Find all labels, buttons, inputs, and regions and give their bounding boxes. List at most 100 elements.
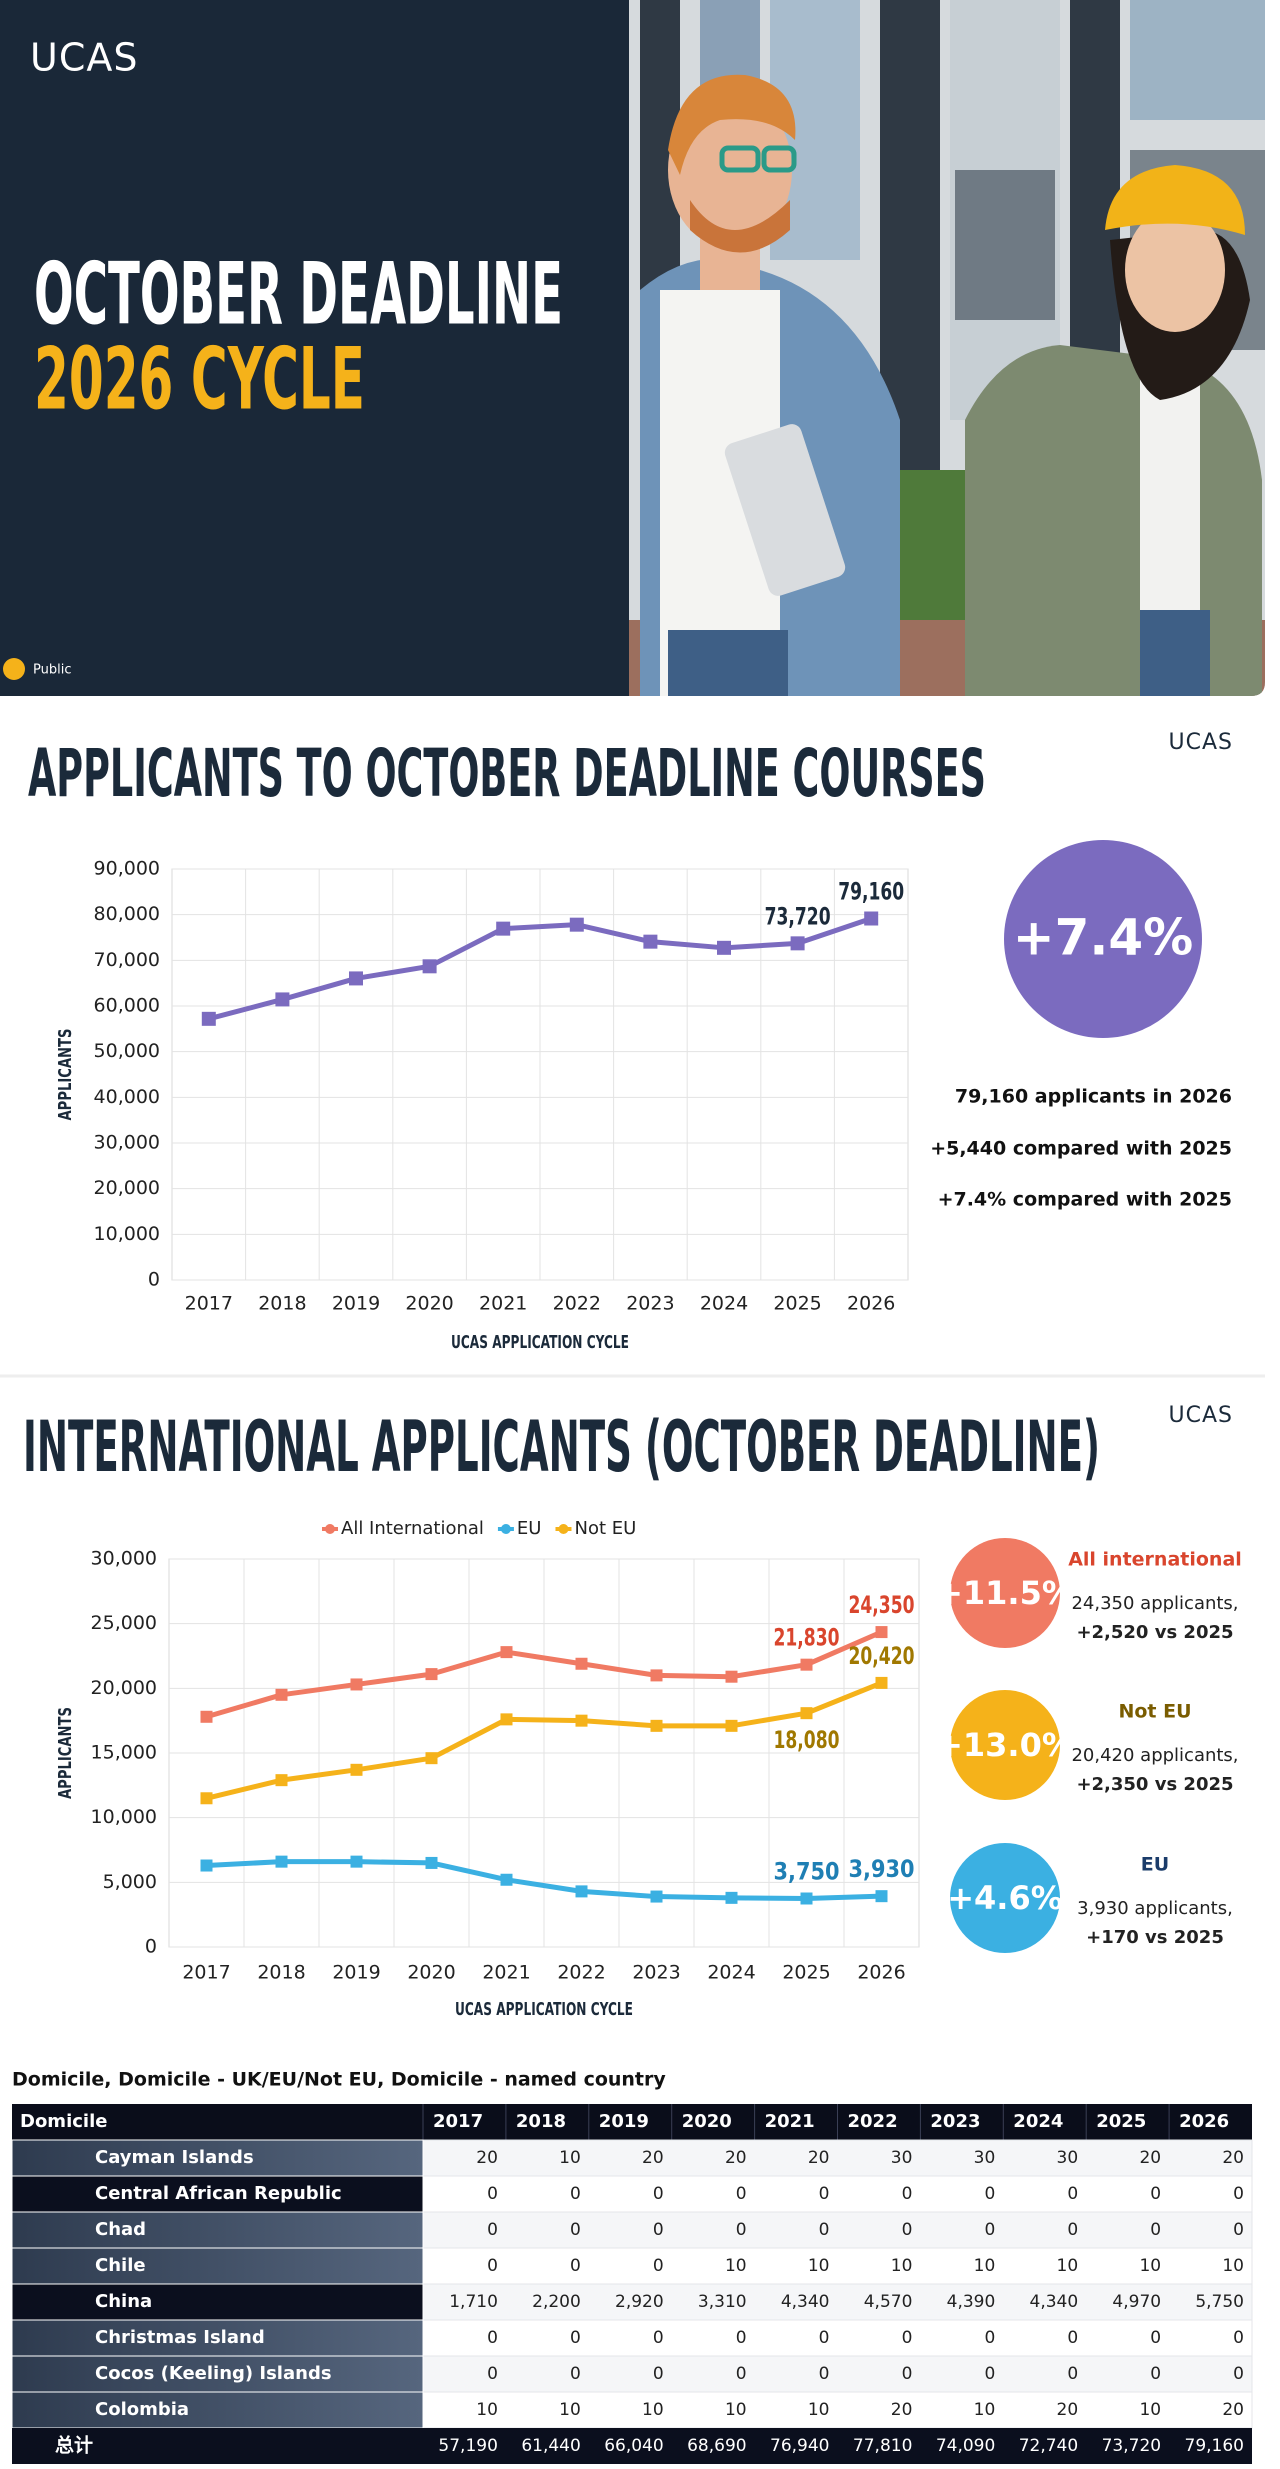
table-header-cell: 2025 <box>1096 2111 1146 2132</box>
callout-heading: Not EU <box>1118 1701 1191 1723</box>
x-tick-label: 2020 <box>407 1962 455 1984</box>
table-cell: 10 <box>808 2400 830 2420</box>
callout-value: +4.6% <box>947 1879 1063 1917</box>
point-marker <box>575 1657 588 1670</box>
table-cell: 0 <box>1067 2364 1078 2384</box>
badge-icon <box>3 658 25 680</box>
table-cell: 0 <box>570 2256 581 2276</box>
table-cell: 0 <box>1233 2220 1244 2240</box>
y-tick-label: 30,000 <box>94 1132 160 1154</box>
row-header-bg <box>11 2391 424 2429</box>
table-cell: 0 <box>1233 2184 1244 2204</box>
table-title: Domicile, Domicile - UK/EU/Not EU, Domic… <box>12 2069 666 2091</box>
total-cell: 66,040 <box>604 2436 663 2456</box>
table-cell: 0 <box>1150 2364 1161 2384</box>
point-marker <box>800 1892 813 1905</box>
table-cell: 0 <box>902 2184 913 2204</box>
total-cell: 73,720 <box>1102 2436 1161 2456</box>
data-label: 24,350 <box>849 1591 915 1619</box>
x-tick-label: 2018 <box>257 1962 305 1984</box>
row-header: Central African Republic <box>95 2183 342 2204</box>
chart-title: APPLICANTS TO OCTOBER DEADLINE COURSES <box>28 735 986 812</box>
point-marker <box>275 992 290 1007</box>
total-cell: 68,690 <box>687 2436 746 2456</box>
table-cell: 20 <box>1222 2400 1244 2420</box>
point-marker <box>575 1885 588 1898</box>
series-line <box>205 1680 883 1801</box>
table-cell: 0 <box>1067 2220 1078 2240</box>
callout-heading: EU <box>1141 1854 1169 1876</box>
series-line <box>208 916 872 1022</box>
x-tick-label: 2017 <box>182 1962 230 1984</box>
callout-line: 24,350 applicants, <box>1071 1593 1238 1614</box>
table-cell: 0 <box>1067 2184 1078 2204</box>
table-cell: 0 <box>819 2328 830 2348</box>
total-cell: 61,440 <box>521 2436 580 2456</box>
point-marker <box>569 917 584 932</box>
callout-line: 3,930 applicants, <box>1077 1898 1233 1919</box>
x-tick-label: 2020 <box>405 1293 453 1315</box>
row-header-bg <box>11 2319 424 2357</box>
table-cell: 0 <box>487 2364 498 2384</box>
x-tick-label: 2024 <box>707 1962 755 1984</box>
callout-heading: All international <box>1068 1549 1242 1571</box>
point-marker <box>643 934 658 949</box>
data-label: 3,930 <box>849 1855 915 1883</box>
y-tick-label: 0 <box>148 1269 160 1291</box>
y-tick-label: 5,000 <box>103 1871 157 1893</box>
table-header-cell: 2020 <box>682 2111 732 2132</box>
table-cell: 30 <box>891 2148 913 2168</box>
table-cell: 0 <box>819 2220 830 2240</box>
x-tick-label: 2018 <box>258 1293 306 1315</box>
table-cell: 10 <box>974 2400 996 2420</box>
x-tick-label: 2024 <box>700 1293 748 1315</box>
table-cell: 0 <box>902 2364 913 2384</box>
badge: Public <box>33 663 71 678</box>
point-marker <box>500 1873 513 1886</box>
table-cell: 10 <box>725 2400 747 2420</box>
point-marker <box>275 1688 288 1701</box>
y-tick-label: 70,000 <box>94 949 160 971</box>
table-row-bg <box>422 2355 1253 2393</box>
callout-line: 79,160 applicants in 2026 <box>955 1086 1232 1108</box>
table-cell: 4,390 <box>947 2292 996 2312</box>
table-cell: 0 <box>653 2256 664 2276</box>
y-tick-label: 0 <box>145 1936 157 1958</box>
table-cell: 0 <box>984 2220 995 2240</box>
x-tick-label: 2025 <box>773 1293 821 1315</box>
point-marker <box>200 1859 213 1872</box>
table-cell: 0 <box>1150 2220 1161 2240</box>
table-header-cell: Domicile <box>20 2111 107 2132</box>
table-cell: 20 <box>725 2148 747 2168</box>
callout-circle <box>950 1843 1060 1953</box>
callout-circle <box>950 1690 1060 1800</box>
table-cell: 0 <box>653 2364 664 2384</box>
y-tick-label: 10,000 <box>91 1806 157 1828</box>
point-marker <box>425 1856 438 1869</box>
data-label: 21,830 <box>774 1624 840 1652</box>
x-tick-label: 2021 <box>482 1962 530 1984</box>
table-cell: 20 <box>1139 2148 1161 2168</box>
table-cell: 30 <box>974 2148 996 2168</box>
row-header-bg <box>11 2247 424 2285</box>
x-tick-label: 2023 <box>632 1962 680 1984</box>
point-marker <box>575 1714 588 1727</box>
callout-value: +13.0% <box>936 1726 1074 1764</box>
point-marker <box>422 959 437 974</box>
y-tick-label: 10,000 <box>94 1223 160 1245</box>
point-marker <box>349 971 363 986</box>
callout-value: +7.4% <box>1013 909 1194 967</box>
table-cell: 10 <box>891 2256 913 2276</box>
table-cell: 0 <box>902 2328 913 2348</box>
table-cell: 10 <box>1057 2256 1079 2276</box>
point-marker <box>725 1670 738 1683</box>
table-header-cell: 2019 <box>599 2111 649 2132</box>
callout-circle <box>950 1538 1060 1648</box>
table-cell: 0 <box>1233 2364 1244 2384</box>
callout-line: +170 vs 2025 <box>1086 1927 1224 1948</box>
x-tick-label: 2026 <box>847 1293 895 1315</box>
total-cell: 77,810 <box>853 2436 912 2456</box>
y-tick-label: 60,000 <box>94 995 160 1017</box>
table-cell: 0 <box>819 2184 830 2204</box>
